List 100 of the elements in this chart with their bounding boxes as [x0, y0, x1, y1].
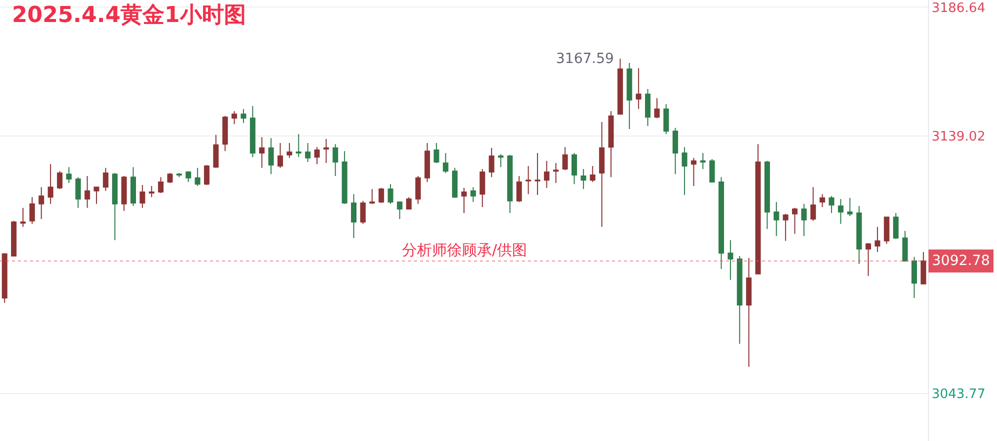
candlestick	[820, 194, 826, 208]
candlestick	[553, 162, 559, 184]
candlestick	[66, 166, 72, 184]
candlestick	[415, 176, 421, 204]
candlestick	[240, 108, 246, 124]
candlestick	[314, 146, 320, 165]
candlestick	[782, 213, 788, 242]
candlestick	[534, 152, 540, 196]
candlestick	[332, 144, 338, 177]
candlestick	[75, 176, 81, 208]
candlestick	[94, 186, 100, 204]
candlestick	[690, 157, 696, 187]
candlestick	[250, 105, 256, 158]
candlestick	[728, 240, 734, 280]
candlestick	[902, 230, 908, 262]
candlestick	[378, 187, 384, 204]
candlestick	[296, 134, 302, 158]
candlestick	[774, 201, 780, 237]
candlestick	[130, 166, 136, 207]
candlestick	[755, 144, 761, 274]
candlestick	[866, 242, 872, 277]
chart-title: 2025.4.4黄金1小时图	[12, 3, 246, 28]
candlestick	[856, 206, 862, 264]
candlestick	[516, 176, 522, 202]
candlestick	[424, 142, 430, 182]
candlestick	[102, 167, 108, 192]
candlestick	[29, 196, 35, 224]
candlestick	[396, 201, 402, 220]
candlestick	[158, 176, 164, 194]
candlestick	[636, 68, 642, 110]
candlestick	[663, 104, 669, 135]
candlestick	[526, 166, 532, 195]
candlestick	[442, 152, 448, 174]
candlestick	[498, 154, 504, 168]
candlestick	[461, 187, 467, 214]
y-tick-label: 3186.64	[932, 0, 986, 16]
candlestick	[222, 116, 228, 152]
annotation: 分析师徐顾承/供图	[402, 241, 528, 259]
candlestick	[709, 158, 715, 182]
candlestick	[121, 176, 127, 212]
candlestick	[470, 186, 476, 202]
y-tick-label: 3139.02	[932, 130, 986, 144]
candlestick	[764, 160, 770, 230]
candlestick	[580, 168, 586, 190]
candlestick	[388, 184, 394, 204]
candlestick	[232, 110, 238, 125]
candlestick	[920, 252, 926, 284]
candlestick	[682, 146, 688, 196]
candlestick	[452, 167, 458, 198]
candlestick	[599, 121, 605, 228]
candlestick	[911, 256, 917, 298]
candlestick	[259, 136, 265, 168]
candlestick	[268, 138, 274, 175]
candlestick	[544, 160, 550, 188]
candlestick	[488, 147, 494, 178]
candlestick	[148, 186, 154, 198]
candlestick	[213, 134, 219, 168]
candlestick	[838, 198, 844, 224]
candlestick	[810, 186, 816, 222]
candlestick	[828, 196, 834, 214]
candlestick	[20, 207, 26, 228]
candlestick	[700, 152, 706, 170]
ref-line-label: 3092.78	[932, 253, 990, 269]
candlestick	[874, 226, 880, 252]
candlestick	[480, 168, 486, 208]
annotation: 3167.59	[556, 51, 614, 67]
candlestick	[893, 212, 899, 240]
candlestick	[84, 176, 90, 208]
candlestick	[342, 150, 348, 204]
candlestick	[434, 142, 440, 164]
candlestick	[360, 200, 366, 224]
candlestick	[847, 197, 853, 217]
candlestick	[406, 196, 412, 210]
candlestick	[186, 170, 192, 182]
candlestick	[277, 142, 283, 168]
candlestick	[140, 184, 146, 208]
candlestick	[38, 186, 44, 220]
y-tick-label: 3043.77	[932, 387, 986, 402]
candlestick	[369, 188, 375, 204]
candlestick	[323, 138, 329, 164]
candlestick	[56, 170, 62, 190]
candlestick	[590, 166, 596, 182]
candlestick	[11, 220, 17, 257]
candlestick	[645, 88, 651, 126]
candlestick	[617, 58, 623, 115]
candlestick	[112, 172, 118, 241]
candlestick	[608, 110, 614, 178]
candlestick	[746, 257, 752, 368]
candlestick	[718, 176, 724, 270]
candlestick	[194, 167, 200, 187]
candlestick	[2, 252, 8, 304]
candlestick	[167, 172, 173, 184]
candlestick	[48, 164, 54, 204]
candlestick	[176, 172, 182, 178]
candlestick	[626, 62, 632, 130]
candlestick	[204, 164, 210, 186]
candlestick	[562, 146, 568, 171]
candlestick	[792, 207, 798, 234]
candlestick	[801, 203, 807, 237]
candlestick	[884, 216, 890, 244]
